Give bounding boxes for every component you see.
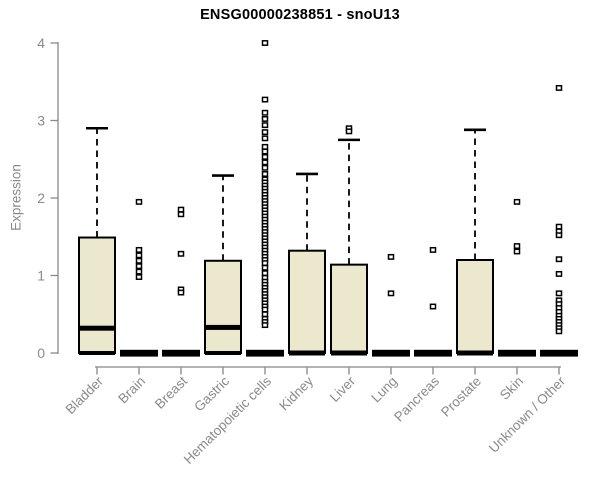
flat-box-1 <box>120 349 158 357</box>
outlier-point <box>177 206 185 213</box>
outlier-point <box>135 268 143 275</box>
outlier-point <box>387 253 395 260</box>
x-tick-label: Pancreas <box>391 373 442 424</box>
outlier-point <box>177 250 185 257</box>
outlier-point <box>177 289 185 296</box>
outlier-point <box>555 232 563 239</box>
box-0 <box>78 236 116 354</box>
outlier-point <box>555 328 563 335</box>
y-tick-label: 4 <box>37 35 45 51</box>
outlier-point <box>261 171 269 177</box>
outlier-point <box>261 96 269 103</box>
outlier-point <box>261 135 269 142</box>
outlier-point <box>261 40 269 46</box>
median-line <box>289 350 325 356</box>
outlier-point <box>135 263 143 270</box>
outlier-point <box>387 290 395 297</box>
box-3 <box>204 259 242 354</box>
flat-box-7 <box>372 349 410 357</box>
outlier-point <box>555 271 563 277</box>
outlier-point <box>261 322 269 329</box>
flat-box-4 <box>246 349 284 357</box>
outlier-point <box>555 223 563 230</box>
outlier-point <box>261 122 269 129</box>
x-tick-label: Bladder <box>63 373 107 417</box>
outlier-point <box>261 264 269 271</box>
flat-box-2 <box>162 349 200 357</box>
lower-staple <box>79 351 115 355</box>
y-tick-label: 2 <box>37 190 45 206</box>
outlier-point <box>261 260 269 267</box>
x-tick-label: Prostate <box>438 374 484 420</box>
outlier-point <box>261 306 269 313</box>
outlier-point <box>261 116 269 122</box>
outlier-point <box>135 246 143 253</box>
lower-staple <box>205 351 241 355</box>
median-line <box>79 325 115 331</box>
outlier-point <box>135 257 143 264</box>
outlier-point <box>513 248 521 255</box>
x-tick-label: Gastric <box>191 373 232 414</box>
outlier-point <box>261 109 269 116</box>
x-tick-label: Skin <box>497 374 526 403</box>
outlier-point <box>261 159 269 166</box>
x-tick-label: Brain <box>115 374 148 407</box>
outlier-point <box>261 148 269 155</box>
outlier-point <box>429 246 437 253</box>
x-tick-label: Kidney <box>276 373 316 413</box>
box-6 <box>330 263 368 354</box>
y-tick-label: 3 <box>37 113 45 129</box>
outlier-point <box>261 164 269 171</box>
median-line <box>457 350 493 356</box>
outlier-point <box>555 85 563 91</box>
y-tick-label: 0 <box>37 345 45 361</box>
outlier-point <box>555 256 563 263</box>
outlier-point <box>555 290 563 297</box>
y-tick-label: 1 <box>37 268 45 284</box>
flat-box-11 <box>540 349 578 357</box>
x-tick-label: Lung <box>368 374 400 406</box>
chart-title: ENSG00000238851 - snoU13 <box>200 7 400 23</box>
outlier-point <box>261 270 269 277</box>
flat-box-8 <box>414 349 452 357</box>
median-line <box>205 324 241 330</box>
outlier-point <box>177 211 185 218</box>
flat-box-10 <box>498 349 536 357</box>
outlier-point <box>261 153 269 160</box>
outlier-point <box>513 243 521 250</box>
outlier-point <box>135 274 143 281</box>
outlier-point <box>261 129 269 136</box>
x-tick-label: Breast <box>152 373 190 411</box>
median-line <box>331 350 367 356</box>
x-tick-label: Liver <box>327 373 359 405</box>
outlier-point <box>345 128 353 135</box>
box-9 <box>456 259 494 354</box>
outlier-point <box>261 143 269 150</box>
outlier-point <box>261 311 269 318</box>
x-tick-label: Unknown / Other <box>486 373 569 456</box>
outlier-point <box>513 198 521 205</box>
box-5 <box>288 249 326 354</box>
outlier-point <box>135 198 143 205</box>
y-axis-label: Expression <box>8 164 24 231</box>
outlier-point <box>135 252 143 259</box>
outlier-point <box>429 303 437 310</box>
